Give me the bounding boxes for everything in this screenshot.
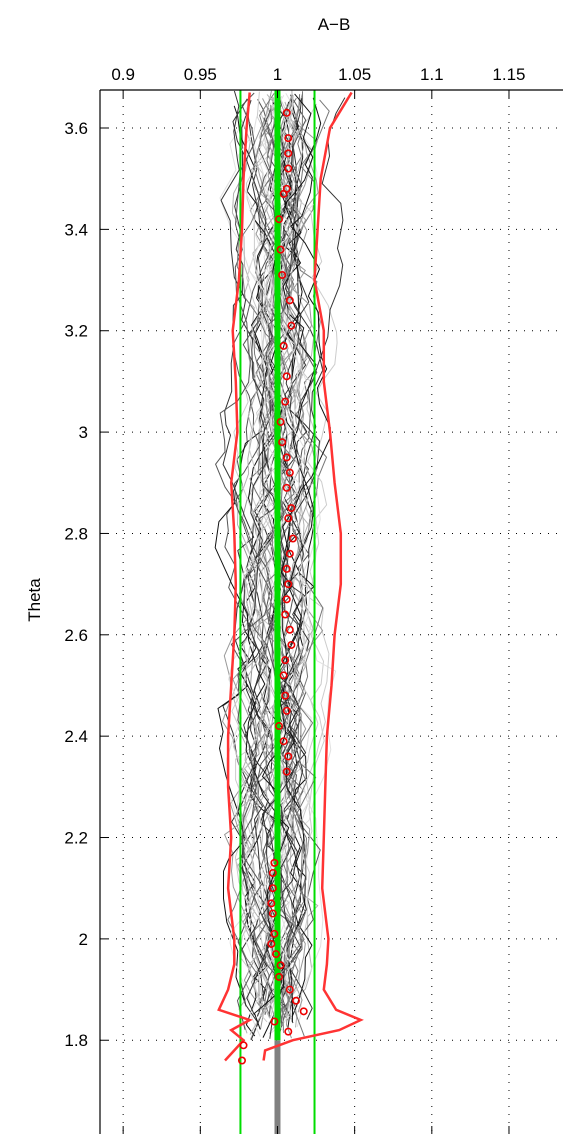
mean-point — [267, 899, 276, 908]
mean-point — [284, 580, 293, 589]
mean-point — [270, 1017, 279, 1026]
mean-point — [287, 504, 296, 513]
sample-trace — [239, 94, 296, 1035]
mean-point — [281, 397, 290, 406]
envelope-upper — [262, 91, 364, 1061]
mean-point — [278, 270, 287, 279]
mean-point — [292, 996, 301, 1005]
sample-trace — [232, 98, 313, 1020]
y-tick-label: 3.2 — [64, 322, 88, 341]
mean-point — [285, 296, 294, 305]
mean-point — [279, 341, 288, 350]
x-tick-label: 1 — [273, 65, 282, 84]
sample-trace — [231, 117, 301, 1014]
grid — [100, 90, 563, 1134]
sample-trace — [214, 105, 313, 1017]
mean-point — [281, 691, 290, 700]
mean-point — [276, 417, 285, 426]
y-tick-label: 2.6 — [64, 626, 88, 645]
y-tick-label: 3 — [79, 423, 88, 442]
x-tick-label: 1.05 — [338, 65, 371, 84]
mean-point — [282, 453, 291, 462]
mean-point — [285, 985, 294, 994]
mean-point — [239, 1041, 248, 1050]
sample-trace — [250, 97, 306, 1008]
mean-point — [268, 884, 277, 893]
sample-trace — [249, 109, 296, 1011]
x-tick-label: 1.15 — [492, 65, 525, 84]
mean-point — [282, 706, 291, 715]
axes: 0.9 0.95 1 1.05 1.1 1.15 1.8 2 2.2 2.4 2.6 2.8 3 3.2 3… — [64, 65, 563, 1134]
mean-point — [284, 514, 293, 523]
mean-point — [284, 164, 293, 173]
mean-point — [275, 215, 284, 224]
mean-point — [278, 438, 287, 447]
mean-point — [237, 1056, 246, 1065]
mean-point — [268, 909, 277, 918]
sample-trace — [222, 100, 287, 1039]
sample-trace — [236, 101, 305, 1020]
envelope — [217, 91, 364, 1062]
sample-trace — [239, 98, 321, 1041]
mean-point — [285, 625, 294, 634]
mean-point — [284, 149, 293, 158]
mean-point — [287, 640, 296, 649]
mean-point — [281, 656, 290, 665]
mean-point — [276, 961, 285, 970]
mean-point — [282, 184, 291, 193]
mean-point — [284, 134, 293, 143]
mean-point — [282, 108, 291, 117]
sample-trace — [258, 108, 324, 1036]
sample-trace — [238, 116, 311, 1032]
mean-point — [282, 564, 291, 573]
y-tick-label: 3.4 — [64, 220, 88, 239]
mean-point — [276, 245, 285, 254]
x-tick-label: 0.95 — [184, 65, 217, 84]
sample-trace — [231, 95, 311, 1019]
mean-point — [285, 549, 294, 558]
sample-trace — [234, 91, 283, 1016]
mean-point — [275, 972, 284, 981]
mean-point — [270, 929, 279, 938]
mean-point — [284, 1027, 293, 1036]
chart-title: A−B — [318, 15, 351, 34]
mean-point — [271, 950, 280, 959]
mean-points — [237, 108, 308, 1065]
y-tick-label: 3.6 — [64, 119, 88, 138]
envelope-lower — [217, 92, 253, 1062]
mean-point — [279, 671, 288, 680]
sample-trace — [259, 93, 324, 1033]
mean-point — [282, 483, 291, 492]
mean-point — [284, 752, 293, 761]
mean-point — [287, 321, 296, 330]
mean-point — [279, 737, 288, 746]
y-tick-label: 2.2 — [64, 829, 88, 848]
mean-point — [267, 939, 276, 948]
mean-point — [282, 372, 291, 381]
mean-point — [275, 722, 284, 731]
mean-point — [285, 468, 294, 477]
sample-trace — [220, 90, 307, 1016]
mean-point — [282, 595, 291, 604]
mean-point — [268, 868, 277, 877]
x-tick-label: 0.9 — [111, 65, 135, 84]
mean-point — [282, 767, 291, 776]
x-tick-label: 1.1 — [420, 65, 444, 84]
y-tick-label: 1.8 — [64, 1031, 88, 1050]
mean-point — [281, 610, 290, 619]
mean-point — [299, 1007, 308, 1016]
mean-point — [270, 858, 279, 867]
mean-point — [288, 534, 297, 543]
y-tick-label: 2.4 — [64, 727, 88, 746]
y-tick-label: 2 — [79, 930, 88, 949]
y-tick-label: 2.8 — [64, 524, 88, 543]
y-axis-label: Theta — [25, 578, 44, 622]
